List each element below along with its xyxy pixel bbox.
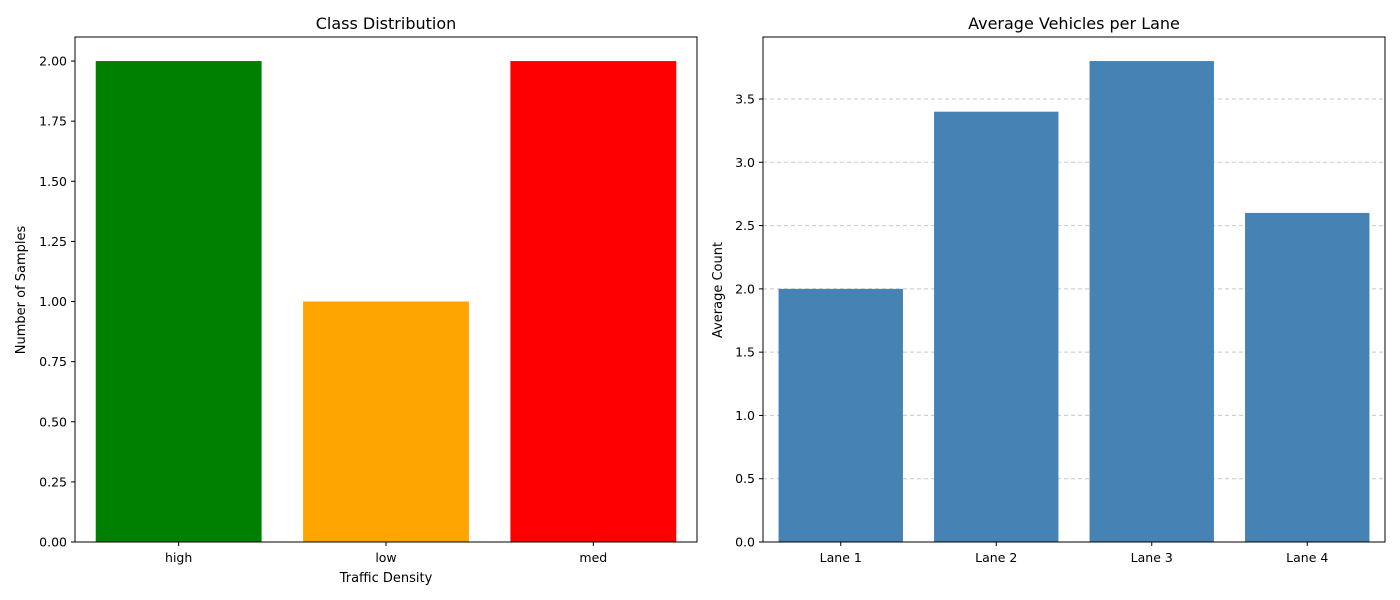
x-tick-label: Lane 4: [1286, 550, 1328, 565]
average-vehicles-chart: Average Vehicles per Lane Average Count …: [711, 14, 1386, 565]
y-tick-label: 0.5: [735, 471, 755, 486]
y-tick-label: 1.5: [735, 345, 755, 360]
x-tick-label: med: [579, 550, 607, 565]
y-tick-label: 0.00: [39, 535, 67, 550]
y-tick-label: 1.0: [735, 408, 755, 423]
y-tick-label: 1.00: [39, 294, 67, 309]
y-tick-label: 0.25: [39, 474, 67, 489]
y-tick-label: 1.50: [39, 174, 67, 189]
y-tick-label: 0.0: [735, 535, 755, 550]
x-axis-label: Traffic Density: [339, 571, 433, 586]
y-tick-label: 1.75: [39, 114, 67, 129]
x-tick-label: low: [375, 550, 396, 565]
class-distribution-chart: Class Distribution Traffic Density Numbe…: [14, 14, 698, 586]
bar-med: [510, 61, 677, 543]
bar-lane-3: [1089, 61, 1214, 543]
x-tick-label: Lane 3: [1131, 550, 1173, 565]
y-tick-label: 3.0: [735, 155, 755, 170]
y-axis-label: Average Count: [711, 242, 726, 338]
x-tick-label: Lane 2: [975, 550, 1017, 565]
y-tick-label: 2.5: [735, 218, 755, 233]
y-tick-label: 1.25: [39, 234, 67, 249]
y-tick-label: 2.0: [735, 281, 755, 296]
y-tick-label: 0.50: [39, 414, 67, 429]
x-tick-label: high: [165, 550, 192, 565]
y-tick-label: 2.00: [39, 54, 67, 69]
bar-lane-2: [934, 111, 1059, 542]
bar-lane-1: [778, 288, 903, 542]
bar-low: [303, 301, 469, 542]
chart-title: Class Distribution: [316, 14, 457, 33]
bar-lane-4: [1245, 212, 1370, 543]
plot-frame: [762, 36, 1386, 543]
y-tick-label: 3.5: [735, 92, 755, 107]
y-tick-label: 0.75: [39, 354, 67, 369]
chart-title: Average Vehicles per Lane: [968, 14, 1180, 33]
x-tick-label: Lane 1: [820, 550, 862, 565]
y-axis-label: Number of Samples: [14, 226, 29, 355]
bar-high: [95, 61, 262, 543]
